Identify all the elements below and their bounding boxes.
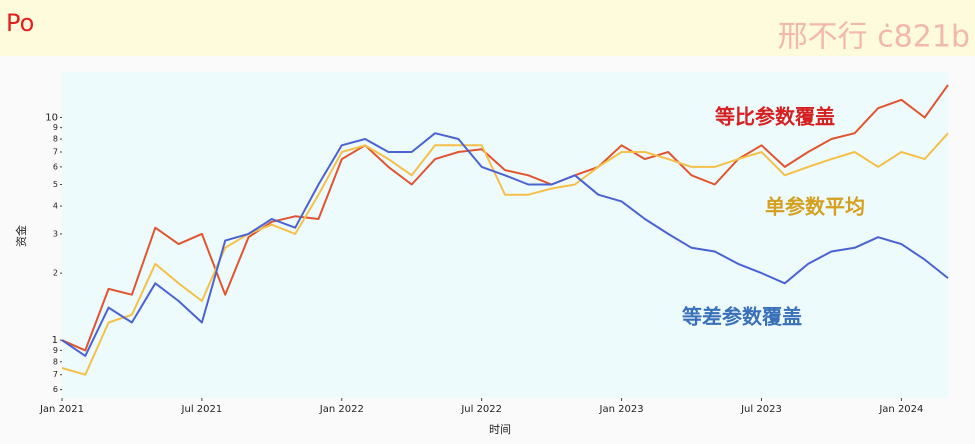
x-tick-label: Jan 2024	[878, 404, 923, 415]
y-tick-label: 1	[52, 335, 58, 346]
top-band	[0, 0, 975, 56]
y-tick-label: 4	[53, 202, 58, 211]
series-line	[61, 132, 949, 376]
corner-label: Po	[6, 9, 34, 37]
y-tick-label: 7	[53, 147, 58, 156]
x-tick-label: Jul 2023	[740, 404, 782, 415]
watermark: 邢不行 ċ821b	[778, 20, 970, 55]
x-axis-label: 时间	[489, 423, 511, 436]
x-tick-label: Jan 2021	[39, 404, 84, 415]
y-tick-label: 3	[53, 229, 58, 238]
y-tick-label: 10	[45, 112, 58, 123]
y-axis-label: 资金	[14, 225, 28, 247]
y-tick-label: 7	[53, 370, 58, 379]
series-line	[61, 132, 949, 357]
y-tick-label: 8	[53, 135, 58, 144]
y-tick-label: 6	[53, 385, 58, 394]
series-line	[61, 84, 949, 352]
x-tick-label: Jan 2022	[319, 404, 364, 415]
plot-area	[62, 72, 948, 398]
y-tick-label: 8	[53, 357, 58, 366]
series-label: 等差参数覆盖	[682, 305, 802, 329]
y-tick-label: 9	[53, 346, 58, 355]
x-tick-label: Jul 2022	[460, 404, 502, 415]
y-tick-label: 2	[53, 269, 58, 278]
x-tick-label: Jul 2021	[181, 404, 223, 415]
series-label: 单参数平均	[765, 195, 865, 219]
series-label: 等比参数覆盖	[715, 105, 835, 129]
y-tick-label: 6	[53, 162, 58, 171]
x-tick-label: Jan 2023	[599, 404, 644, 415]
y-tick-label: 5	[53, 180, 58, 189]
y-tick-label: 9	[53, 123, 58, 132]
